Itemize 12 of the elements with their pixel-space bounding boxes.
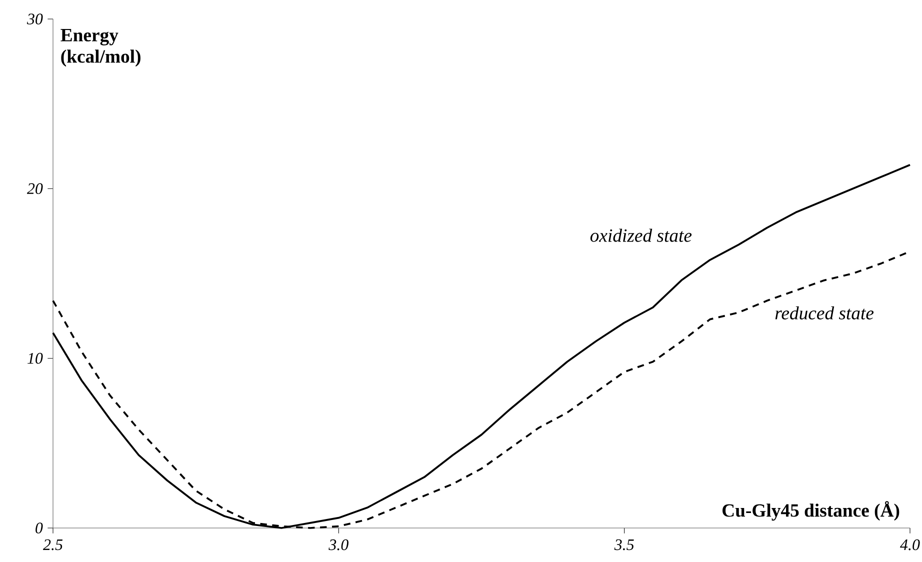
x-tick-label: 2.5	[43, 539, 63, 550]
y-tick-label: 10	[28, 352, 43, 364]
y-tick-label: 30	[26, 14, 43, 24]
x-axis-title: Cu-Gly45 distance (Å)	[722, 501, 900, 521]
y-tick-label: 0	[36, 522, 43, 534]
x-tick-label: 3.0	[328, 539, 348, 550]
x-tick-label: 3.5	[614, 539, 634, 550]
y-tick-label: 20	[26, 183, 43, 194]
x-tick-label: 4.0	[900, 539, 920, 550]
y-axis-title: Energy (kcal/mol)	[60, 29, 140, 67]
series-label: oxidized state	[590, 228, 692, 242]
series-label: reduced state	[775, 306, 874, 320]
